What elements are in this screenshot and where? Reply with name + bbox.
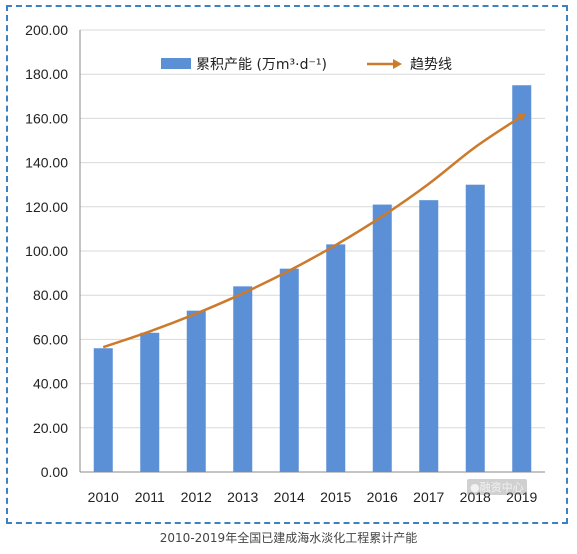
chart-frame <box>6 5 568 524</box>
x-tick-label: 2011 <box>135 489 165 505</box>
watermark: ●融资中心 <box>467 479 527 495</box>
y-tick-label: 80.00 <box>33 287 68 303</box>
bar <box>279 268 299 472</box>
bar <box>140 332 160 472</box>
legend-label-bar: 累积产能 (万m³·d⁻¹) <box>196 57 327 73</box>
legend-label-trend: 趋势线 <box>410 57 452 73</box>
y-tick-label: 180.00 <box>25 66 68 82</box>
x-tick-label: 2019 <box>506 489 537 505</box>
bar <box>512 85 532 472</box>
x-tick-label: 2010 <box>88 489 119 505</box>
bar-chart: 0.00 20.00 40.00 60.00 80.00 100.00 120.00 140.… <box>25 22 545 505</box>
bar <box>372 204 392 472</box>
x-tick-label: 2015 <box>320 489 351 505</box>
trendline <box>102 112 527 349</box>
x-tick-labels: 2010 2011 2012 2013 2014 2015 2016 2017 2018 2019 <box>88 489 538 505</box>
x-tick-label: 2014 <box>274 489 305 505</box>
legend-arrow-icon <box>393 59 402 69</box>
bar <box>465 184 485 472</box>
y-tick-label: 0.00 <box>41 464 68 480</box>
trendline-path <box>102 115 523 349</box>
y-tick-label: 100.00 <box>25 243 68 259</box>
legend: 累积产能 (万m³·d⁻¹) 趋势线 <box>161 57 452 73</box>
bar <box>419 200 439 473</box>
legend-swatch-bar <box>161 58 191 69</box>
bar <box>186 310 206 472</box>
y-tick-label: 40.00 <box>33 376 68 392</box>
y-tick-label: 120.00 <box>25 199 68 215</box>
y-tick-label: 60.00 <box>33 331 68 347</box>
x-tick-label: 2016 <box>367 489 398 505</box>
y-tick-label: 140.00 <box>25 155 68 171</box>
y-tick-label: 20.00 <box>33 420 68 436</box>
chart-caption: 2010-2019年全国已建成海水淡化工程累计产能 <box>159 531 418 545</box>
trendline-arrowhead <box>516 112 527 122</box>
bar <box>233 286 253 472</box>
x-tick-label: 2013 <box>227 489 258 505</box>
bar <box>326 244 346 472</box>
y-tick-label: 160.00 <box>25 110 68 126</box>
x-tick-label: 2012 <box>181 489 212 505</box>
y-tick-label: 200.00 <box>25 22 68 38</box>
bar <box>93 348 113 472</box>
x-tick-label: 2018 <box>460 489 491 505</box>
x-tick-label: 2017 <box>413 489 444 505</box>
bars <box>93 85 532 473</box>
y-tick-labels: 0.00 20.00 40.00 60.00 80.00 100.00 120.00 140.… <box>25 22 68 480</box>
